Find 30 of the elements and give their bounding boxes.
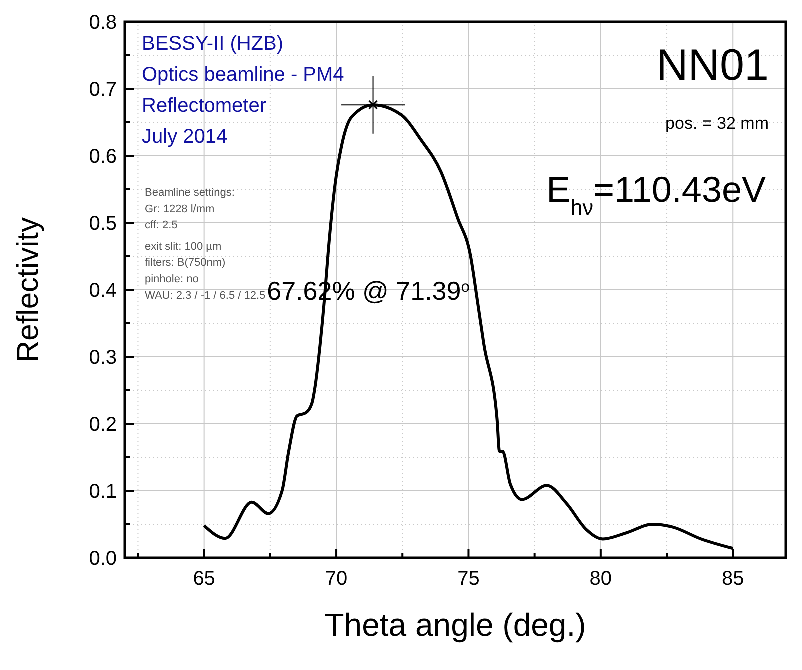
y-tick-label: 0.6 [89,146,117,168]
x-tick-label: 65 [193,568,216,590]
y-tick-label: 0.5 [89,213,117,235]
y-tick-label: 0.4 [89,280,117,302]
x-tick-label: 75 [458,568,480,590]
annotation: BESSY-II (HZB) [142,33,284,55]
annotation: exit slit: 100 µm [145,240,222,253]
chart-title: NN01 [656,41,769,90]
annotation: Optics beamline - PM4 [142,64,344,86]
annotation: July 2014 [142,126,228,148]
y-tick-label: 0.8 [89,12,117,34]
annotation: WAU: 2.3 / -1 / 6.5 / 12.5 [145,290,266,302]
x-axis-title: Theta angle (deg.) [324,607,586,643]
x-tick-label: 80 [590,568,612,590]
annotation: filters: B(750nm) [145,257,226,270]
y-tick-label: 0.7 [89,79,117,101]
y-tick-label: 0.0 [89,548,117,570]
annotation: Reflectometer [142,95,267,117]
annotation: Beamline settings: [145,187,235,199]
y-tick-label: 0.2 [89,414,117,436]
annotation: cff: 2.5 [145,220,178,232]
annotation: pos. = 32 mm [666,114,769,133]
annotation: pinhole: no [145,274,199,286]
y-axis-title: Reflectivity [12,217,45,363]
x-tick-label: 85 [722,568,744,590]
y-tick-label: 0.1 [89,481,117,503]
y-tick-label: 0.3 [89,347,117,369]
annotation: E$_{hν}$=110.43eV [546,169,766,220]
x-tick-label: 70 [325,568,348,590]
annotation: Gr: 1228 l/mm [145,203,215,216]
